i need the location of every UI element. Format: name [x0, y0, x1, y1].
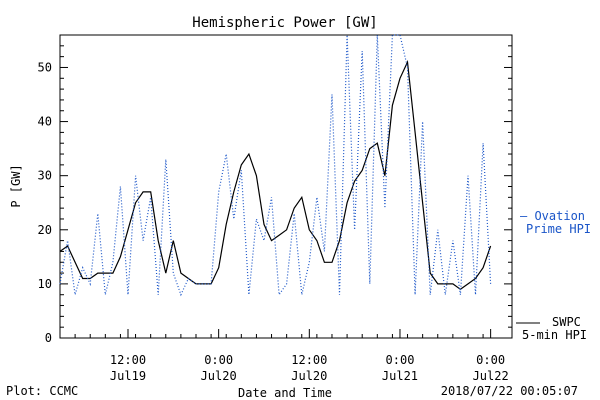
chart-title: Hemispheric Power [GW]: [192, 15, 377, 31]
y-tick-label: 20: [38, 223, 52, 237]
timestamp: 2018/07/22 00:05:07: [441, 384, 578, 398]
legend-swpc-line2: 5-min HPI: [522, 328, 587, 342]
y-tick-label: 30: [38, 169, 52, 183]
x-tick-time: 12:00: [110, 353, 146, 367]
x-tick-time: 0:00: [204, 353, 233, 367]
series-layer: [59, 34, 492, 297]
x-tick-date: Jul20: [201, 369, 237, 383]
y-axis-label: P [GW]: [9, 164, 23, 207]
plot-credit: Plot: CCMC: [6, 384, 78, 398]
x-tick-date: Jul19: [110, 369, 146, 383]
legend-swpc-line1: SWPC: [552, 315, 581, 329]
ovation-series-line: [59, 34, 492, 297]
x-tick-date: Jul21: [382, 369, 418, 383]
x-tick-time: 0:00: [386, 353, 415, 367]
swpc-series-line: [59, 59, 492, 291]
y-tick-label: 0: [45, 331, 52, 345]
y-tick-label: 40: [38, 115, 52, 129]
legend-ovation-line2: Prime HPI: [526, 222, 591, 236]
y-tick-label: 10: [38, 277, 52, 291]
x-tick-date: Jul22: [473, 369, 509, 383]
x-axis-label: Date and Time: [238, 386, 332, 400]
x-tick-time: 0:00: [476, 353, 505, 367]
y-axis: 0 10 20 30 40 50: [38, 45, 512, 345]
legend-ovation-line1: — Ovation: [520, 209, 585, 223]
x-axis: 12:00 Jul19 0:00 Jul20 12:00 Jul20 0:00 Jul21 0:…: [59, 329, 509, 383]
x-tick-date: Jul20: [291, 369, 327, 383]
y-tick-label: 50: [38, 60, 52, 74]
x-tick-time: 12:00: [291, 353, 327, 367]
